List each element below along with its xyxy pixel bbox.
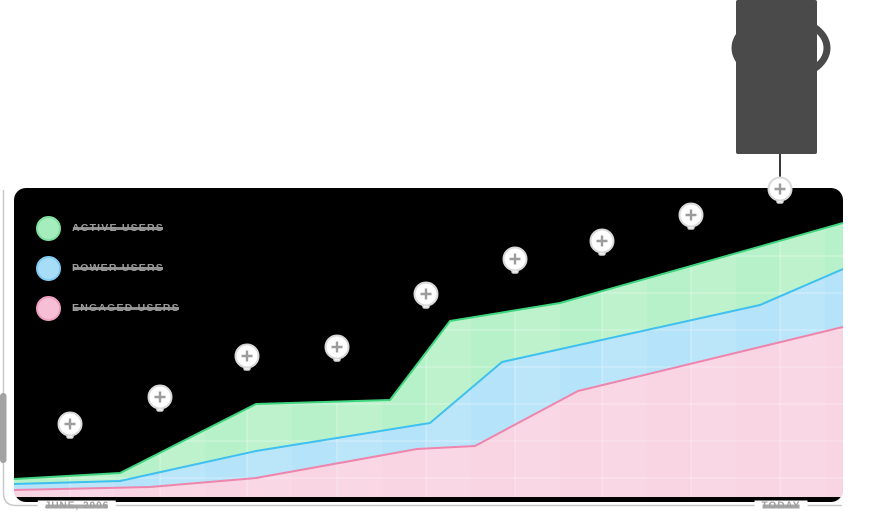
series-area-2 — [14, 327, 843, 497]
x-axis-start-text: JUNE, 2006 — [44, 500, 110, 511]
plus-icon — [241, 350, 253, 362]
legend-swatch-icon — [36, 256, 61, 281]
series-line-0 — [14, 222, 843, 480]
plus-icon — [509, 253, 521, 265]
plus-icon — [596, 235, 608, 247]
tooltip-panel — [736, 0, 817, 154]
marker-pin-5[interactable] — [502, 246, 528, 274]
chart-legend: ACTIVE USERS POWER USERS ENGAGED USERS — [36, 216, 180, 336]
marker-pin-2[interactable] — [234, 343, 260, 371]
grid-band — [691, 223, 736, 497]
legend-label-text: POWER USERS — [72, 256, 164, 281]
marker-pin-7[interactable] — [678, 202, 704, 230]
marker-pin-6[interactable] — [589, 228, 615, 256]
marker-pin-8[interactable] — [767, 176, 793, 204]
tooltip-callout — [731, 0, 831, 179]
legend-label-text: ENGAGED USERS — [72, 296, 180, 321]
marker-pin-3[interactable] — [324, 334, 350, 362]
x-axis-start-label: JUNE, 2006 — [37, 500, 117, 511]
grid-band — [780, 223, 825, 497]
plus-icon — [685, 209, 697, 221]
scrollbar-thumb[interactable] — [0, 393, 7, 463]
legend-swatch-icon — [36, 296, 61, 321]
legend-label: POWER USERS — [72, 256, 164, 281]
marker-pin-1[interactable] — [147, 384, 173, 412]
series-line-1 — [14, 268, 843, 485]
plus-icon — [64, 418, 76, 430]
x-axis-end-label: TODAY — [754, 500, 808, 511]
plus-icon — [774, 183, 786, 195]
x-axis-end-text: TODAY — [761, 500, 801, 511]
legend-item-0[interactable]: ACTIVE USERS — [36, 216, 180, 241]
frame-border — [2, 190, 842, 507]
plus-icon — [154, 391, 166, 403]
legend-label: ENGAGED USERS — [72, 296, 180, 321]
plus-icon — [331, 341, 343, 353]
legend-label: ACTIVE USERS — [72, 216, 164, 241]
legend-item-1[interactable]: POWER USERS — [36, 256, 180, 281]
legend-label-text: ACTIVE USERS — [72, 216, 164, 241]
legend-item-2[interactable]: ENGAGED USERS — [36, 296, 180, 321]
plus-icon — [420, 288, 432, 300]
marker-pin-0[interactable] — [57, 411, 83, 439]
marker-pin-4[interactable] — [413, 281, 439, 309]
series-line-2 — [14, 326, 843, 491]
legend-swatch-icon — [36, 216, 61, 241]
